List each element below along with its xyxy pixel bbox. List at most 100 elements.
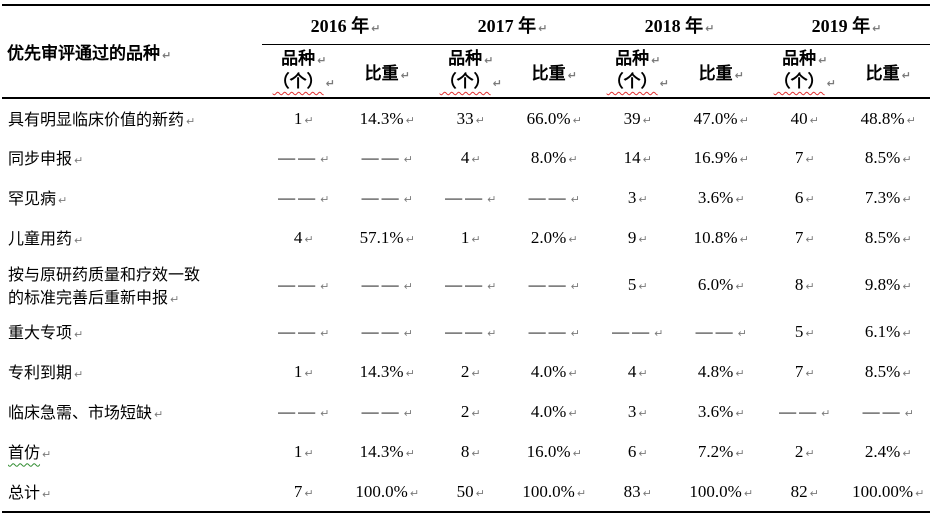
paragraph-mark: ↵ (638, 447, 648, 460)
year-header-2016: 2016 年 ↵ (262, 4, 429, 45)
paragraph-mark: ↵ (409, 486, 420, 500)
cell-value: 3.6% (697, 188, 734, 207)
data-cell: 40 ↵ (763, 98, 847, 138)
row-label: 同步申报 (8, 151, 73, 169)
cell-value: 2.4% (864, 442, 901, 461)
cell-value: —— (612, 322, 653, 341)
paragraph-mark: ↵ (320, 327, 330, 340)
paragraph-mark: ↵ (572, 447, 582, 460)
cell-value: 39 (623, 108, 641, 128)
data-cell: 14 ↵ (596, 138, 680, 178)
paragraph-mark: ↵ (735, 447, 745, 460)
cell-value: 3 (627, 402, 637, 421)
row-label-cell: 重大专项 ↵ (2, 312, 262, 352)
paragraph-mark: ↵ (317, 54, 327, 68)
paragraph-mark: ↵ (902, 153, 912, 166)
paragraph-mark: ↵ (906, 113, 916, 127)
cell-value: 6 (794, 188, 804, 207)
data-cell: 57.1% ↵ (346, 218, 430, 258)
data-cell: —— ↵ (262, 258, 346, 312)
cell-value: 50 (456, 481, 474, 501)
data-cell: 14.3% ↵ (346, 352, 430, 392)
data-cell: —— ↵ (680, 312, 764, 352)
data-cell: 5 ↵ (596, 258, 680, 312)
cell-value: 2 (460, 362, 470, 381)
paragraph-mark: ↵ (805, 153, 815, 166)
cell-value: 1 (293, 108, 303, 128)
row-label-cell: 专利到期 ↵ (2, 352, 262, 392)
paragraph-mark: ↵ (739, 113, 749, 127)
data-cell: 4 ↵ (262, 218, 346, 258)
cell-value: —— (528, 322, 569, 341)
paragraph-mark: ↵ (162, 49, 172, 62)
paragraph-mark: ↵ (805, 367, 815, 380)
data-cell: 100.0% ↵ (345, 472, 429, 513)
paragraph-mark: ↵ (320, 193, 330, 206)
paragraph-mark: ↵ (805, 193, 815, 206)
paragraph-mark: ↵ (170, 293, 180, 306)
data-cell: —— ↵ (429, 312, 513, 352)
row-label: 总计 (8, 484, 41, 502)
data-cell: 9.8% ↵ (847, 258, 931, 312)
paragraph-mark: ↵ (735, 367, 745, 380)
data-cell: 5 ↵ (763, 312, 847, 352)
data-cell: 7.2% ↵ (680, 432, 764, 472)
corner-label-cell: 优先审评通过的品种 ↵ (2, 4, 262, 99)
paragraph-mark: ↵ (475, 486, 485, 500)
data-cell: 6 ↵ (763, 178, 847, 218)
cell-value: —— (361, 402, 402, 421)
table-row: 罕见病 ↵ —— ↵ —— ↵ —— ↵ —— ↵ 3 ↵ 3.6% ↵ 6 ↵ 7.3% ↵ (2, 178, 930, 218)
data-cell: 8.5% ↵ (847, 138, 931, 178)
data-cell: 4.0% ↵ (513, 392, 597, 432)
paragraph-mark: ↵ (304, 233, 314, 246)
data-cell: 48.8% ↵ (847, 98, 931, 138)
table-row: 临床急需、市场短缺 ↵ —— ↵ —— ↵ 2 ↵ 4.0% ↵ 3 ↵ 3.6% ↵ —— ↵ —— ↵ (2, 392, 930, 432)
year-label: 2018 年 (644, 16, 704, 36)
subheader-count-label: 品种 (782, 49, 817, 69)
paragraph-mark: ↵ (901, 68, 911, 82)
cell-value: 5 (627, 275, 637, 294)
cell-value: 8.0% (530, 148, 567, 167)
table-row: 重大专项 ↵ —— ↵ —— ↵ —— ↵ —— ↵ —— ↵ —— ↵ 5 ↵ 6.1% ↵ (2, 312, 930, 352)
row-label-cell: 具有明显临床价值的新药 ↵ (2, 98, 262, 138)
data-cell: —— ↵ (596, 312, 680, 352)
cell-value: —— (528, 188, 569, 207)
paragraph-mark: ↵ (74, 154, 84, 168)
data-cell: —— ↵ (763, 392, 847, 432)
data-cell: 3 ↵ (596, 178, 680, 218)
paragraph-mark: ↵ (487, 327, 497, 340)
subheader-count-unit: （个） (606, 72, 658, 91)
cell-value: 4.8% (697, 362, 734, 381)
paragraph-mark: ↵ (154, 408, 164, 422)
data-cell: 8.5% ↵ (847, 352, 931, 392)
paragraph-mark: ↵ (735, 193, 745, 206)
cell-value: 7 (794, 362, 804, 381)
subheader-share: 比重 ↵ (679, 44, 763, 99)
row-label-cell: 儿童用药 ↵ (2, 218, 262, 258)
year-header-2017: 2017 年 ↵ (429, 4, 596, 45)
data-cell: 6 ↵ (596, 432, 680, 472)
row-label: 重大专项 (8, 325, 73, 343)
paragraph-mark: ↵ (304, 367, 314, 380)
cell-value: —— (528, 275, 569, 294)
priority-review-table: 优先审评通过的品种 ↵ 2016 年 ↵ 2017 年 ↵ 2018 年 ↵ 2019 … (2, 4, 930, 513)
paragraph-mark: ↵ (818, 54, 828, 68)
paragraph-mark: ↵ (642, 153, 652, 166)
data-cell: 83 ↵ (596, 472, 680, 513)
data-cell: 7 ↵ (262, 472, 346, 513)
paragraph-mark: ↵ (400, 68, 410, 82)
cell-value: 7 (794, 228, 804, 247)
cell-value: 7.2% (697, 442, 734, 461)
year-label: 2016 年 (310, 16, 370, 36)
cell-value: 14.3% (359, 442, 404, 461)
paragraph-mark: ↵ (654, 327, 664, 340)
data-cell: —— ↵ (429, 258, 513, 312)
cell-value: 66.0% (526, 108, 571, 128)
cell-value: 4 (293, 228, 303, 247)
paragraph-mark: ↵ (567, 68, 577, 82)
data-cell: 6.1% ↵ (847, 312, 931, 352)
paragraph-mark: ↵ (484, 54, 494, 68)
paragraph-mark: ↵ (638, 367, 648, 380)
data-cell: 2 ↵ (763, 432, 847, 472)
cell-value: 5 (794, 322, 804, 341)
